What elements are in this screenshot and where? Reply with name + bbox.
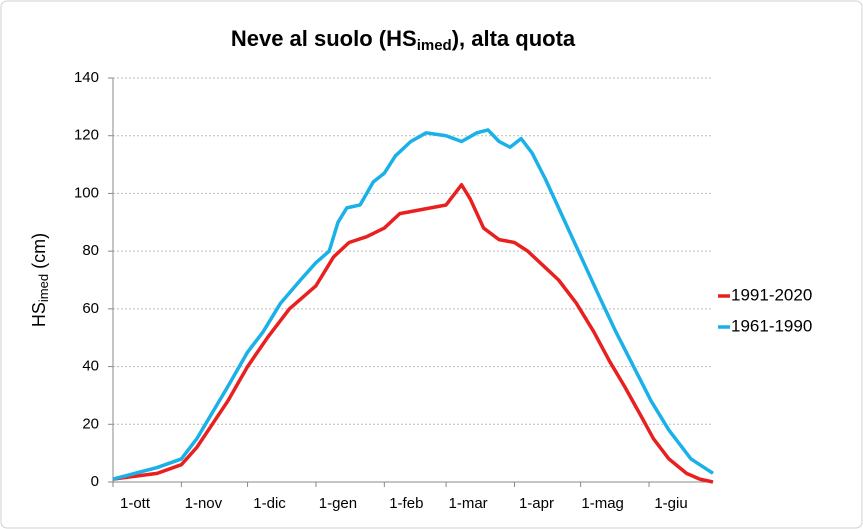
y-tick-label: 0 — [91, 473, 99, 490]
series-line — [112, 128, 714, 481]
legend-label: 1961-1990 — [731, 316, 812, 335]
x-tick-label: 1-dic — [253, 495, 286, 512]
y-tick-label: 140 — [74, 69, 99, 86]
y-tick-label: 100 — [74, 184, 99, 201]
x-tick-label: 1-gen — [319, 495, 357, 512]
x-tick-label: 1-mag — [581, 495, 624, 512]
legend-label: 1991-2020 — [731, 285, 812, 304]
x-tick-label: 1-ott — [120, 495, 151, 512]
y-tick-label: 120 — [74, 127, 99, 144]
x-tick-label: 1-feb — [389, 495, 423, 512]
series-line — [112, 183, 714, 484]
x-tick-label: 1-apr — [519, 495, 554, 512]
y-axis-label: HSimed (cm) — [29, 233, 52, 327]
x-tick-label: 1-mar — [449, 495, 488, 512]
y-tick-label: 80 — [82, 242, 99, 259]
x-tick-label: 1-giu — [654, 495, 687, 512]
y-tick-label: 60 — [82, 300, 99, 317]
x-tick-label: 1-nov — [185, 495, 223, 512]
y-tick-label: 40 — [82, 358, 99, 375]
y-tick-label: 20 — [82, 415, 99, 432]
chart-title: Neve al suolo (HSimed), alta quota — [231, 26, 576, 54]
